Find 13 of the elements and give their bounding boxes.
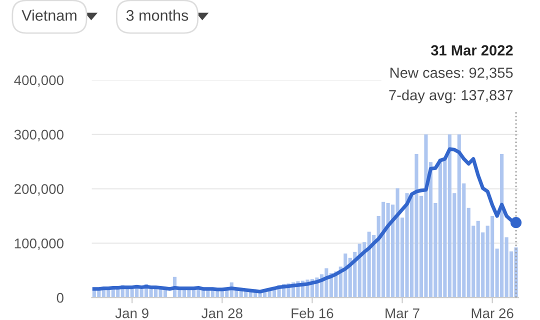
annotation: 31 Mar 2022 New cases: 92,355 7-day avg: 137,837 (389, 45, 513, 104)
text: 3 months (126, 10, 188, 21)
y-tick-label: 0 (56, 292, 64, 303)
y-tick-label: 200,000 (14, 184, 64, 196)
x-tick-label: Feb 16 (292, 308, 334, 318)
x-tick-label: Mar 7 (386, 308, 420, 318)
y-tick-label: 400,000 (14, 75, 64, 87)
x-tick-label: Jan 28 (202, 308, 242, 318)
y-tick-label: 300,000 (14, 130, 64, 142)
text: Vietnam (22, 10, 76, 21)
y-tick-label: 100,000 (14, 238, 64, 250)
x-tick-label: Jan 9 (115, 308, 148, 318)
x-tick-label: Mar 26 (472, 308, 514, 318)
